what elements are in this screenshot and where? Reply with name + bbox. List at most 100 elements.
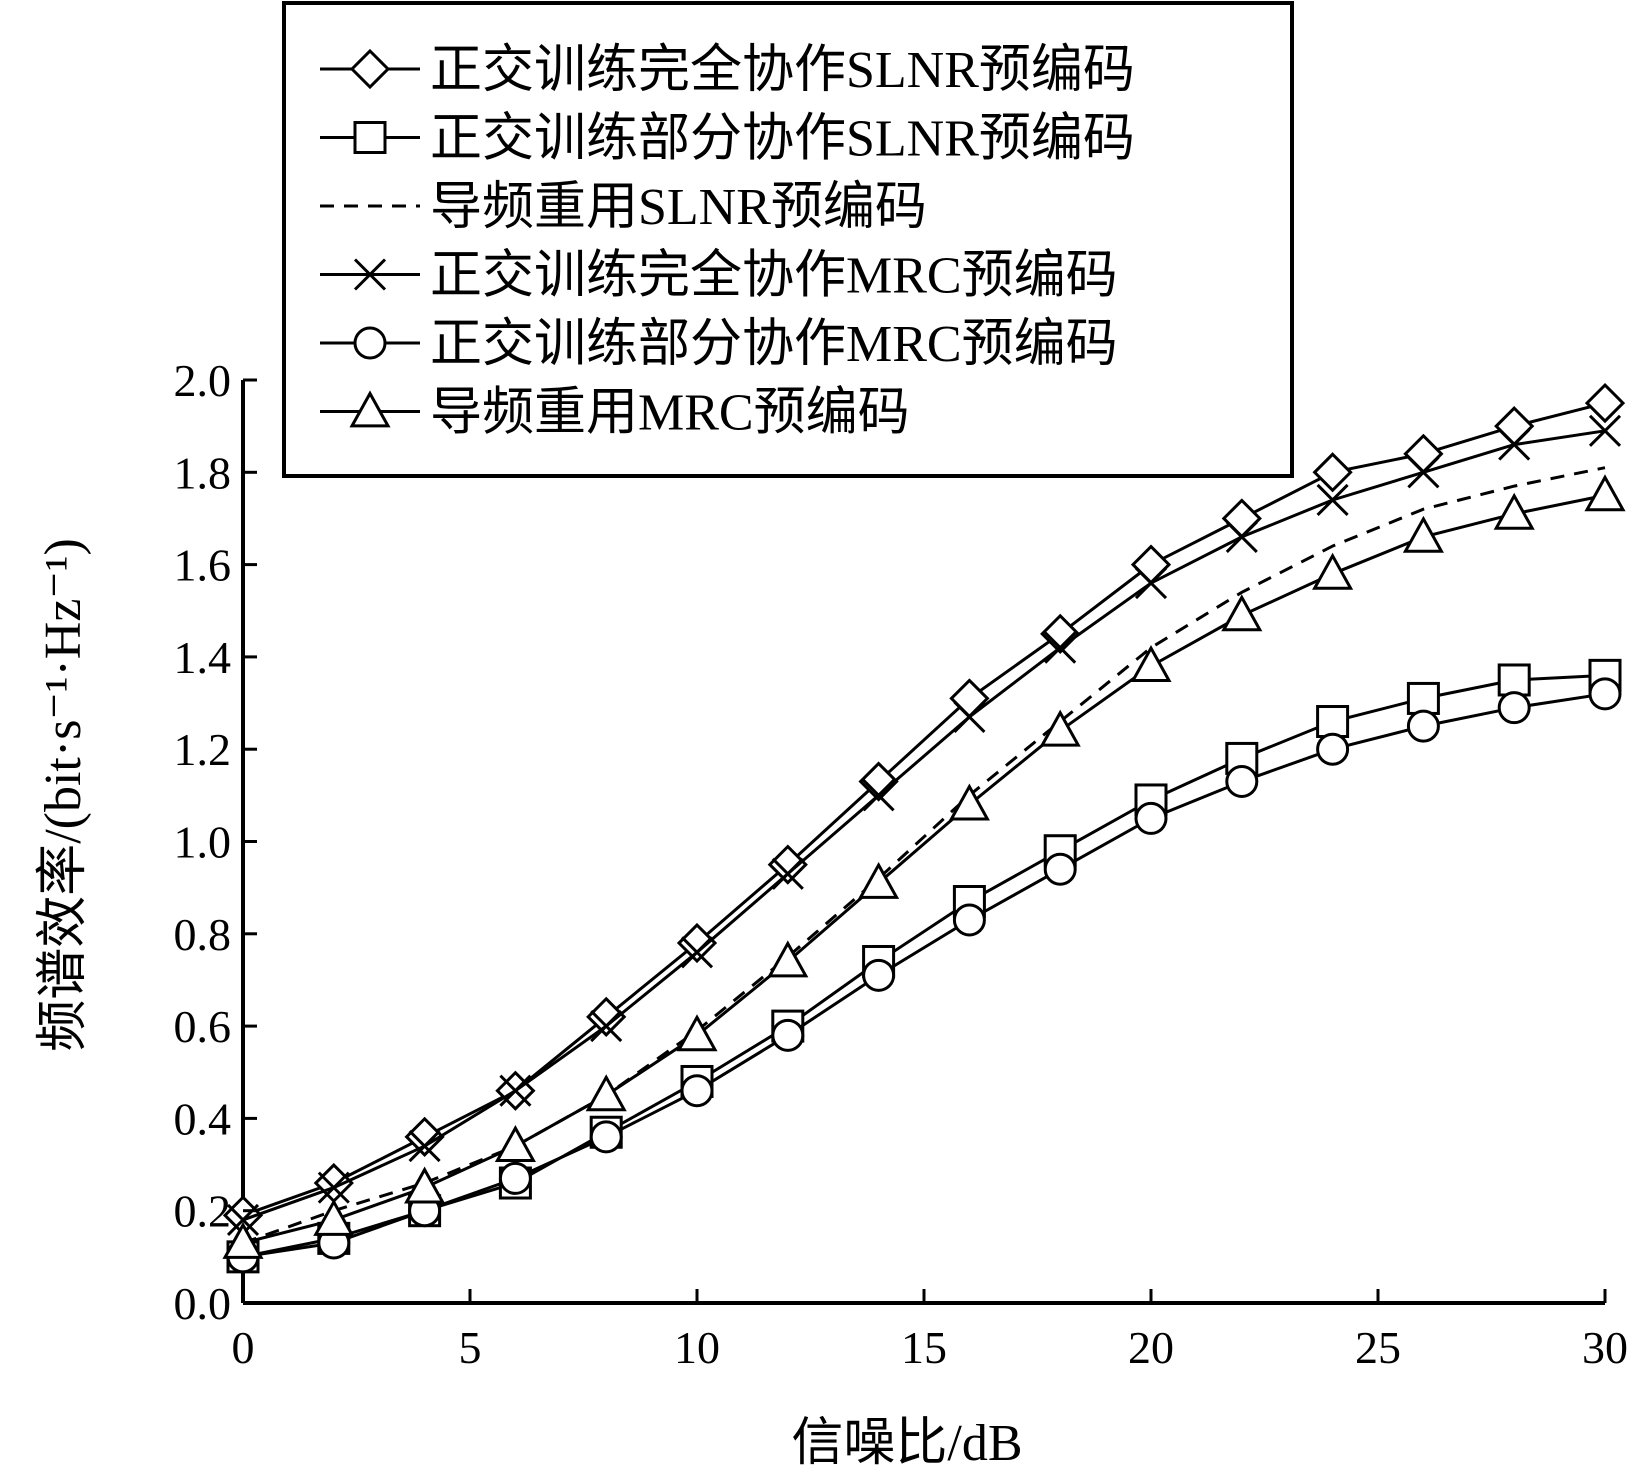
- data-point-triangle: [1402, 515, 1444, 553]
- series-line: [242, 673, 1606, 1259]
- data-point-x: [499, 1074, 532, 1107]
- x-tick-label: 0: [232, 1322, 255, 1373]
- legend-label: 导频重用MRC预编码: [430, 385, 910, 442]
- data-point-circle: [589, 1120, 623, 1154]
- data-point-triangle: [1493, 492, 1535, 530]
- data-point-circle: [1225, 765, 1259, 799]
- legend-marker-triangle: [349, 390, 391, 428]
- legend-label: 导频重用SLNR预编码: [430, 179, 927, 236]
- y-tick-label: 0.8: [174, 909, 232, 960]
- series-line: [242, 401, 1606, 1217]
- data-point-square: [1316, 705, 1350, 739]
- data-point-triangle: [767, 940, 809, 978]
- data-point-triangle: [1039, 709, 1081, 747]
- x-tick-label: 15: [901, 1322, 947, 1373]
- data-point-diamond: [676, 922, 718, 964]
- legend-box: [282, 1, 1294, 478]
- data-point-diamond: [1584, 382, 1626, 424]
- data-point-diamond: [1312, 452, 1353, 493]
- data-point-circle: [1406, 709, 1440, 743]
- data-point-diamond: [767, 844, 808, 885]
- data-point-circle: [952, 903, 986, 937]
- x-tick-label: 30: [1582, 1322, 1628, 1373]
- legend-marker-circle: [353, 326, 387, 360]
- legend-label: 正交训练完全协作MRC预编码: [430, 248, 1118, 305]
- tick-labels: 0 5 10 15 20 25 30 0.0 0.2 0.4 0.6 0.8 1.0 1.2 1.4 1.6 1…: [174, 355, 1629, 1373]
- y-tick-label: 0.0: [174, 1278, 232, 1329]
- data-point-circle: [1134, 801, 1168, 835]
- y-tick-label: 2.0: [174, 355, 232, 406]
- series-line: [242, 692, 1606, 1259]
- x-axis-title: 信噪比/dB: [791, 1415, 1022, 1472]
- legend-label: 正交训练完全协作SLNR预编码: [430, 42, 1135, 99]
- data-point-x: [1498, 428, 1531, 461]
- legend-item: 正交训练部分协作MRC预编码: [320, 316, 1118, 373]
- y-tick-label: 0.6: [174, 1001, 232, 1052]
- data-point-x: [1407, 456, 1440, 489]
- series-4: [226, 414, 1622, 1236]
- x-tick-label: 5: [459, 1322, 482, 1373]
- data-point-x: [1134, 566, 1168, 600]
- data-point-circle: [680, 1074, 714, 1108]
- data-point-triangle: [676, 1014, 718, 1052]
- legend-item: 导频重用SLNR预编码: [320, 179, 927, 236]
- data-point-circle: [1497, 691, 1531, 725]
- data-point-circle: [498, 1161, 532, 1195]
- data-point-x: [1225, 520, 1258, 553]
- legend-marker-square: [353, 121, 387, 154]
- data-point-diamond: [404, 1116, 445, 1157]
- data-point-x: [771, 857, 804, 890]
- data-point-x: [680, 936, 714, 969]
- data-point-x: [317, 1171, 350, 1204]
- data-point-triangle: [1130, 645, 1172, 683]
- data-point-triangle: [404, 1166, 446, 1204]
- legend-marker-x: [353, 258, 387, 291]
- legend-item: 正交训练完全协作SLNR预编码: [320, 42, 1135, 99]
- data-point-triangle: [1312, 552, 1354, 590]
- legend: 正交训练完全协作SLNR预编码正交训练部分协作SLNR预编码导频重用SLNR预编…: [282, 1, 1294, 478]
- series-line: [242, 493, 1606, 1245]
- plot-series: [222, 382, 1626, 1274]
- data-point-circle: [1588, 677, 1622, 711]
- legend-item: 正交训练部分协作SLNR预编码: [320, 111, 1135, 168]
- legend-marker-diamond: [349, 48, 391, 90]
- data-point-diamond: [1403, 433, 1444, 474]
- legend-label: 正交训练部分协作MRC预编码: [430, 316, 1118, 373]
- data-point-circle: [862, 958, 896, 992]
- data-point-x: [1588, 414, 1622, 447]
- data-point-triangle: [313, 1198, 355, 1236]
- series-2: [226, 658, 1622, 1274]
- data-point-triangle: [494, 1125, 536, 1162]
- series-5: [226, 677, 1622, 1274]
- y-tick-label: 1.6: [174, 540, 232, 591]
- y-tick-label: 1.2: [174, 724, 232, 775]
- data-point-x: [408, 1130, 441, 1163]
- data-point-circle: [771, 1018, 805, 1052]
- data-point-square: [1497, 663, 1531, 697]
- data-point-x: [862, 779, 895, 812]
- data-point-circle: [1043, 852, 1077, 886]
- data-point-x: [1316, 483, 1349, 517]
- legend-item: 正交训练完全协作MRC预编码: [320, 248, 1118, 305]
- data-point-triangle: [1221, 594, 1263, 632]
- data-point-x: [590, 1010, 623, 1043]
- legend-item: 导频重用MRC预编码: [320, 385, 910, 442]
- data-point-triangle: [1584, 474, 1626, 512]
- data-point-triangle: [948, 783, 990, 821]
- x-tick-label: 20: [1128, 1322, 1174, 1373]
- y-tick-label: 0.4: [174, 1093, 232, 1144]
- data-point-x: [953, 700, 986, 733]
- data-point-diamond: [1494, 406, 1535, 447]
- series-line: [242, 466, 1606, 1245]
- data-point-diamond: [858, 761, 899, 802]
- data-point-triangle: [222, 1221, 264, 1259]
- y-axis-title: 频谱效率/(bit·s⁻¹·Hz⁻¹): [35, 538, 92, 1052]
- data-point-square: [1406, 681, 1440, 715]
- x-tick-label: 25: [1355, 1322, 1401, 1373]
- series-3: [242, 466, 1606, 1245]
- data-point-triangle: [858, 861, 900, 899]
- y-tick-label: 1.0: [174, 817, 232, 868]
- x-tick-label: 10: [674, 1322, 720, 1373]
- data-point-diamond: [586, 996, 627, 1037]
